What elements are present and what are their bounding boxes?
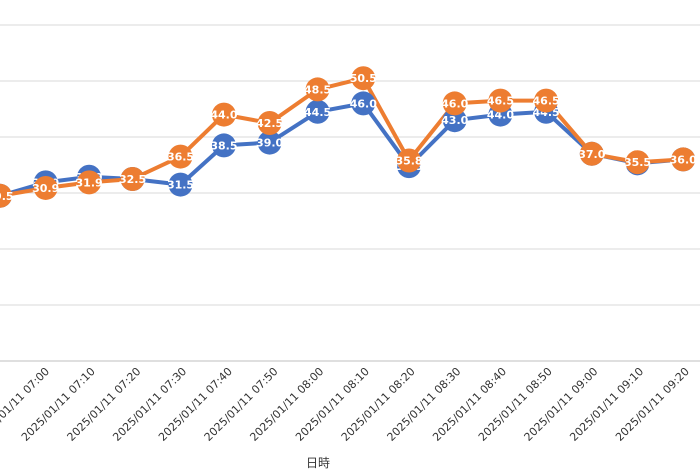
data-label: 48.5 bbox=[304, 83, 331, 96]
data-point-marker bbox=[671, 147, 696, 172]
data-point-marker bbox=[211, 102, 236, 127]
data-label: 32.5 bbox=[119, 173, 146, 186]
data-label: 36.0 bbox=[670, 153, 697, 166]
data-label: 44.0 bbox=[487, 109, 514, 122]
data-label: 46.0 bbox=[350, 97, 377, 110]
data-label: 44.5 bbox=[304, 106, 331, 119]
data-label: 42.5 bbox=[256, 117, 283, 130]
data-point-marker bbox=[579, 141, 604, 166]
data-label: 35.5 bbox=[624, 156, 651, 169]
series-orange-points: 29.5 30.9 31.9 32.5 36.5 44.0 42.5 48.5 50.5 35.8… bbox=[0, 66, 697, 208]
series-orange bbox=[0, 76, 684, 198]
data-label: 46.5 bbox=[533, 95, 560, 108]
data-label: 36.5 bbox=[167, 151, 194, 164]
data-point-marker bbox=[625, 150, 650, 175]
data-point-marker bbox=[488, 88, 513, 113]
data-point-marker bbox=[305, 77, 330, 102]
data-label: 31.9 bbox=[76, 176, 103, 189]
data-label: 46.0 bbox=[441, 97, 468, 110]
data-point-marker bbox=[33, 175, 58, 200]
data-point-marker bbox=[351, 66, 376, 91]
data-point-marker bbox=[351, 91, 376, 116]
data-label: 44.0 bbox=[210, 109, 237, 122]
data-point-marker bbox=[257, 130, 282, 155]
data-point-marker bbox=[211, 133, 236, 158]
data-label: 30.9 bbox=[32, 182, 59, 195]
data-label: 37.0 bbox=[578, 148, 605, 161]
series-layer: 29.531.932.932.531.538.539.044.546.034.8… bbox=[0, 66, 697, 208]
series-blue bbox=[0, 101, 684, 198]
data-label: 35.8 bbox=[395, 155, 422, 168]
data-point-marker bbox=[534, 88, 559, 113]
data-label: 46.5 bbox=[487, 95, 514, 108]
data-label: 50.5 bbox=[350, 72, 377, 85]
data-label: 39.0 bbox=[256, 137, 283, 150]
data-label: 43.0 bbox=[441, 114, 468, 127]
data-label: 38.5 bbox=[210, 139, 237, 152]
data-point-marker bbox=[77, 170, 102, 195]
data-point-marker bbox=[168, 172, 193, 197]
series-blue-line bbox=[0, 101, 684, 198]
data-label: 31.5 bbox=[167, 179, 194, 192]
data-point-marker bbox=[442, 108, 467, 133]
data-point-marker bbox=[0, 183, 12, 208]
x-axis-title: 日時 bbox=[306, 456, 330, 470]
data-label: 29.5 bbox=[0, 190, 14, 203]
data-point-marker bbox=[442, 91, 467, 116]
data-point-marker bbox=[397, 148, 422, 173]
data-point-marker bbox=[120, 167, 145, 191]
series-orange-line bbox=[0, 76, 684, 198]
data-point-marker bbox=[168, 144, 193, 169]
data-point-marker bbox=[257, 111, 282, 135]
data-point-marker bbox=[305, 99, 330, 124]
